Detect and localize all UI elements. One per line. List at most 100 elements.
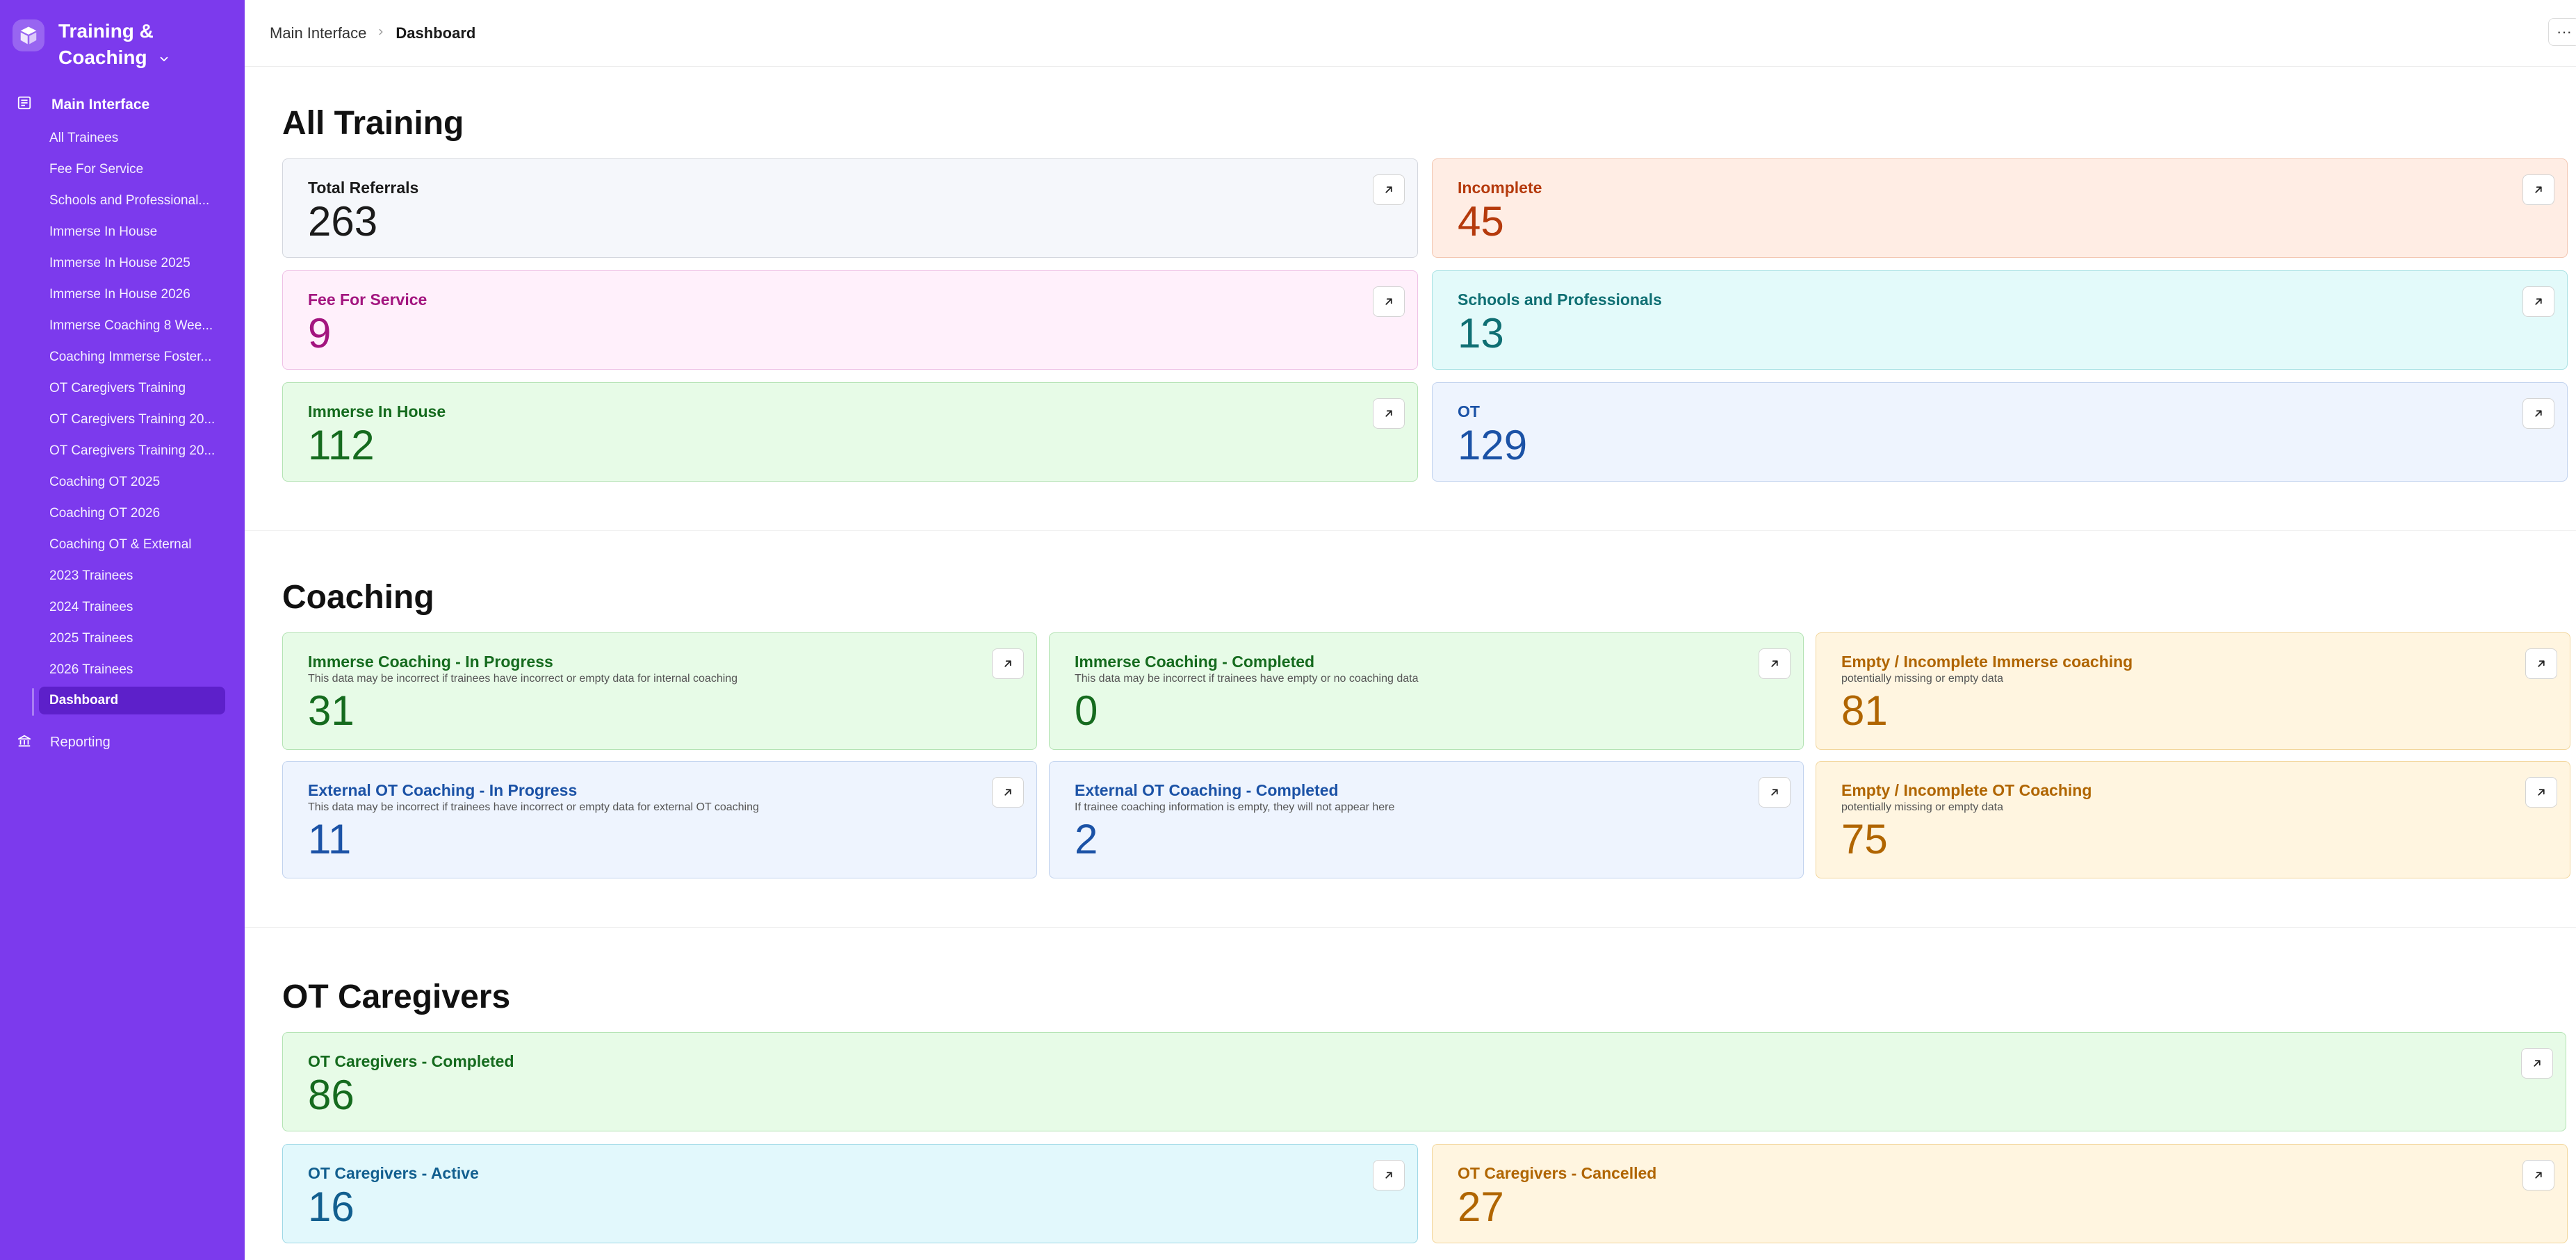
- arrow-up-right-icon[interactable]: [2522, 1160, 2554, 1191]
- arrow-up-right-icon[interactable]: [2522, 286, 2554, 317]
- arrow-up-right-icon[interactable]: [992, 777, 1024, 808]
- card-label: OT: [1458, 402, 1480, 420]
- card-value: 13: [1458, 310, 1504, 357]
- breadcrumb: Main Interface Dashboard: [270, 24, 475, 42]
- card-label: Empty / Incomplete Immerse coaching: [1841, 653, 2133, 671]
- sidebar-item-2024-trainees[interactable]: 2024 Trainees: [49, 599, 133, 614]
- sidebar-item-coaching-ot-2026[interactable]: Coaching OT 2026: [49, 505, 161, 521]
- arrow-up-right-icon[interactable]: [2522, 398, 2554, 429]
- card-label: External OT Coaching - In Progress: [308, 781, 578, 799]
- card-note: potentially missing or empty data: [1841, 801, 2003, 813]
- card-label: Fee For Service: [308, 291, 427, 309]
- card-label: Total Referrals: [308, 179, 419, 197]
- card-note: This data may be incorrect if trainees h…: [1075, 673, 1419, 685]
- nav-reporting-label: Reporting: [50, 735, 111, 751]
- card-ot-caregivers-completed[interactable]: OT Caregivers - Completed 86: [282, 1032, 2566, 1131]
- card-empty-incomplete-ot-coaching[interactable]: Empty / Incomplete OT Coaching potential…: [1816, 761, 2570, 878]
- card-label: OT Caregivers - Cancelled: [1458, 1164, 1657, 1182]
- card-value: 27: [1458, 1184, 1504, 1230]
- ot-caregivers-grid: OT Caregivers - Active 16 OT Caregivers …: [282, 1144, 2568, 1243]
- card-note: If trainee coaching information is empty…: [1075, 801, 1395, 813]
- card-ot-caregivers-active[interactable]: OT Caregivers - Active 16: [282, 1144, 1418, 1243]
- arrow-up-right-icon[interactable]: [1373, 174, 1405, 205]
- arrow-up-right-icon[interactable]: [1373, 398, 1405, 429]
- card-schools-professionals[interactable]: Schools and Professionals 13: [1432, 270, 2568, 370]
- card-external-ot-coaching-completed[interactable]: External OT Coaching - Completed If trai…: [1049, 761, 1804, 878]
- arrow-up-right-icon[interactable]: [2522, 174, 2554, 205]
- sidebar-item-ot-caregivers-training-a[interactable]: OT Caregivers Training 20...: [49, 411, 215, 427]
- nav-reporting[interactable]: Reporting: [0, 730, 245, 756]
- card-immerse-in-house[interactable]: Immerse In House 112: [282, 382, 1418, 482]
- arrow-up-right-icon[interactable]: [1373, 286, 1405, 317]
- card-label: Schools and Professionals: [1458, 291, 1662, 309]
- card-label: Immerse In House: [308, 402, 446, 420]
- card-total-referrals[interactable]: Total Referrals 263: [282, 158, 1418, 258]
- base-title-line1: Training &: [58, 20, 154, 42]
- card-external-ot-coaching-in-progress[interactable]: External OT Coaching - In Progress This …: [282, 761, 1037, 878]
- card-immerse-coaching-completed[interactable]: Immerse Coaching - Completed This data m…: [1049, 632, 1804, 750]
- arrow-up-right-icon[interactable]: [2521, 1048, 2553, 1079]
- card-fee-for-service[interactable]: Fee For Service 9: [282, 270, 1418, 370]
- more-options-button[interactable]: ···: [2548, 18, 2576, 46]
- card-value: 16: [308, 1184, 354, 1230]
- card-empty-incomplete-immerse-coaching[interactable]: Empty / Incomplete Immerse coaching pote…: [1816, 632, 2570, 750]
- breadcrumb-current: Dashboard: [396, 24, 476, 42]
- sidebar-item-ot-caregivers-training-b[interactable]: OT Caregivers Training 20...: [49, 443, 215, 458]
- topbar: Main Interface Dashboard ···: [245, 0, 2576, 67]
- section-title-coaching: Coaching: [282, 579, 434, 616]
- sidebar-item-all-trainees[interactable]: All Trainees: [49, 130, 119, 145]
- nav-list: All Trainees Fee For Service Schools and…: [0, 122, 245, 716]
- sidebar-item-immerse-in-house-2026[interactable]: Immerse In House 2026: [49, 286, 190, 302]
- sidebar-item-coaching-immerse-foster[interactable]: Coaching Immerse Foster...: [49, 349, 212, 364]
- card-value: 81: [1841, 687, 1888, 734]
- sidebar-item-2026-trainees[interactable]: 2026 Trainees: [49, 662, 133, 677]
- sidebar-item-ot-caregivers-training[interactable]: OT Caregivers Training: [49, 380, 186, 395]
- chevron-down-icon[interactable]: [158, 46, 170, 72]
- card-label: Incomplete: [1458, 179, 1542, 197]
- brand[interactable]: Training & Coaching: [0, 18, 245, 72]
- card-value: 9: [308, 310, 332, 357]
- sidebar-item-2023-trainees[interactable]: 2023 Trainees: [49, 568, 133, 583]
- card-ot[interactable]: OT 129: [1432, 382, 2568, 482]
- arrow-up-right-icon[interactable]: [1759, 777, 1791, 808]
- sidebar-item-immerse-in-house-2025[interactable]: Immerse In House 2025: [49, 255, 190, 270]
- chevron-right-icon: [376, 25, 386, 41]
- arrow-up-right-icon[interactable]: [1373, 1160, 1405, 1191]
- arrow-up-right-icon[interactable]: [992, 648, 1024, 679]
- arrow-up-right-icon[interactable]: [2525, 777, 2557, 808]
- card-value: 0: [1075, 687, 1098, 734]
- breadcrumb-parent[interactable]: Main Interface: [270, 24, 367, 42]
- card-value: 45: [1458, 198, 1504, 245]
- section-title-ot-caregivers: OT Caregivers: [282, 979, 511, 1015]
- sidebar-item-immerse-in-house[interactable]: Immerse In House: [49, 224, 158, 239]
- nav-main-interface-label: Main Interface: [51, 96, 150, 113]
- card-note: This data may be incorrect if trainees h…: [308, 801, 759, 813]
- card-note: This data may be incorrect if trainees h…: [308, 673, 738, 685]
- card-label: Immerse Coaching - In Progress: [308, 653, 553, 671]
- cube-logo-icon: [13, 19, 44, 51]
- sidebar-item-coaching-ot-external[interactable]: Coaching OT & External: [49, 537, 192, 552]
- card-value: 86: [308, 1072, 354, 1118]
- card-incomplete[interactable]: Incomplete 45: [1432, 158, 2568, 258]
- sidebar-item-immerse-coaching-8-weeks[interactable]: Immerse Coaching 8 Wee...: [49, 318, 213, 333]
- card-value: 75: [1841, 816, 1888, 862]
- card-value: 31: [308, 687, 354, 734]
- base-title: Training & Coaching: [58, 18, 184, 72]
- nav-main-interface[interactable]: Main Interface: [0, 92, 245, 118]
- card-label: OT Caregivers - Active: [308, 1164, 479, 1182]
- card-ot-caregivers-cancelled[interactable]: OT Caregivers - Cancelled 27: [1432, 1144, 2568, 1243]
- sidebar-item-fee-for-service[interactable]: Fee For Service: [49, 161, 144, 177]
- arrow-up-right-icon[interactable]: [2525, 648, 2557, 679]
- card-value: 112: [308, 422, 375, 468]
- sidebar-item-coaching-ot-2025[interactable]: Coaching OT 2025: [49, 474, 161, 489]
- card-label: Empty / Incomplete OT Coaching: [1841, 781, 2092, 799]
- sidebar-item-schools-professionals[interactable]: Schools and Professional...: [49, 193, 210, 208]
- main-area: Main Interface Dashboard ··· All Trainin…: [245, 0, 2576, 1260]
- base-title-line2: Coaching: [58, 47, 147, 68]
- arrow-up-right-icon[interactable]: [1759, 648, 1791, 679]
- card-immerse-coaching-in-progress[interactable]: Immerse Coaching - In Progress This data…: [282, 632, 1037, 750]
- sidebar-item-dashboard[interactable]: Dashboard: [39, 686, 225, 714]
- card-label: External OT Coaching - Completed: [1075, 781, 1339, 799]
- sidebar-item-2025-trainees[interactable]: 2025 Trainees: [49, 630, 133, 646]
